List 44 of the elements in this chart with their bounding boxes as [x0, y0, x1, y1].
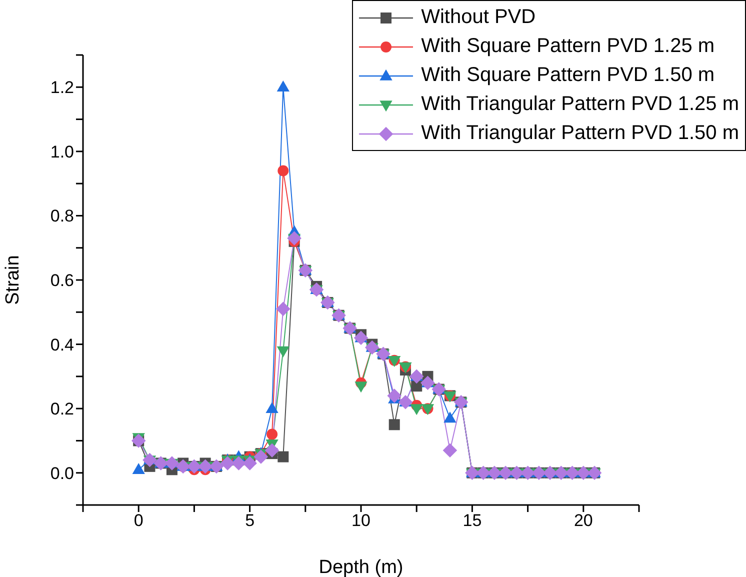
y-tick-label: 0.4: [50, 335, 74, 354]
point: [220, 456, 235, 470]
legend-label: With Triangular Pattern PVD 1.25 m: [421, 93, 739, 116]
x-tick-label: 5: [245, 511, 255, 530]
x-tick-label: 20: [574, 511, 593, 530]
legend-label: Without PVD: [421, 6, 536, 29]
point: [266, 402, 278, 413]
point: [420, 376, 435, 390]
point: [266, 428, 278, 440]
point: [254, 450, 268, 464]
y-axis-title: Strain: [2, 255, 24, 305]
point: [276, 346, 290, 358]
point: [164, 456, 180, 470]
x-tick-label: 10: [352, 511, 370, 530]
legend-label: With Square Pattern PVD 1.50 m: [421, 64, 715, 87]
point: [132, 463, 145, 474]
point: [388, 419, 400, 430]
point: [354, 330, 368, 346]
point: [278, 165, 289, 176]
point: [278, 451, 289, 462]
point: [409, 369, 424, 384]
point: [387, 388, 402, 403]
y-tick-label: 0.8: [50, 206, 74, 226]
point: [264, 443, 280, 458]
x-tick-label: 0: [134, 511, 144, 530]
y-tick-label: 0.2: [50, 400, 74, 419]
point: [242, 456, 257, 470]
legend-label: With Triangular Pattern PVD 1.50 m: [421, 122, 739, 145]
point: [276, 80, 290, 92]
point: [276, 302, 290, 316]
legend-label: With Square Pattern PVD 1.25 m: [421, 35, 715, 58]
x-tick-label: 15: [462, 511, 482, 530]
y-tick-label: 0.0: [50, 464, 74, 483]
x-axis-title: Depth (m): [318, 557, 404, 577]
point: [232, 456, 246, 470]
point: [142, 452, 157, 468]
y-tick-label: 0.6: [50, 271, 74, 290]
point: [442, 443, 458, 458]
y-tick-label: 1.0: [50, 142, 74, 162]
point: [354, 382, 368, 393]
point: [287, 231, 302, 246]
point: [444, 412, 456, 423]
point: [410, 404, 423, 416]
y-tick-label: 1.2: [50, 78, 74, 98]
